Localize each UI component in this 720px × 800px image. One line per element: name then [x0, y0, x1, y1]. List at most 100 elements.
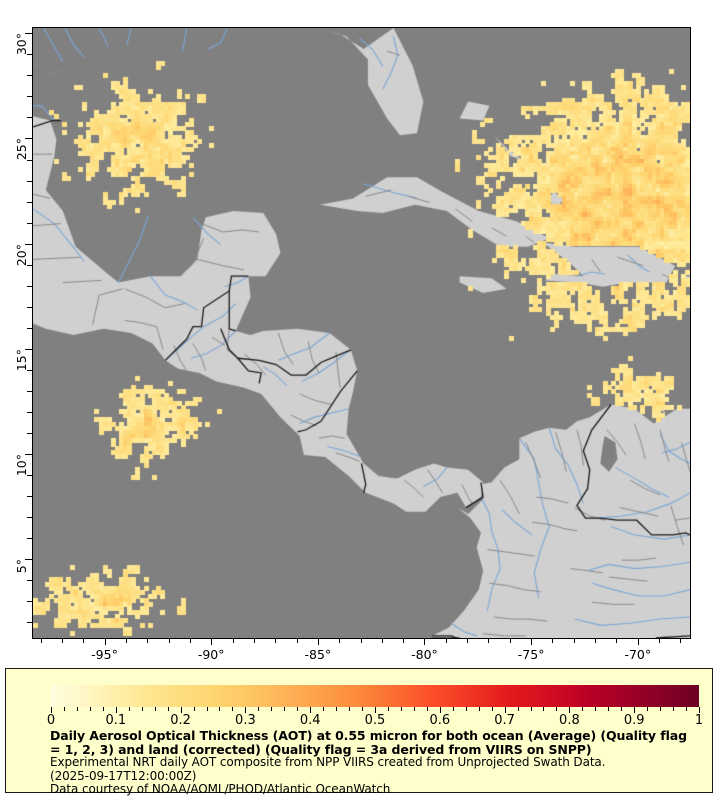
colorbar-tick [582, 707, 584, 711]
colorbar-label: 0.4 [299, 713, 321, 728]
colorbar-tick [621, 707, 623, 711]
colorbar-tick [673, 707, 675, 711]
y-axis-tick [27, 327, 32, 329]
y-axis-tick [25, 454, 32, 455]
map-plot-area[interactable] [32, 27, 691, 639]
y-axis-tick [25, 559, 32, 561]
colorbar-tick [491, 707, 493, 711]
colorbar-tick [245, 707, 247, 713]
colorbar-tick [362, 707, 364, 711]
y-axis-tick [27, 159, 32, 161]
y-axis-label: 5° [14, 559, 29, 574]
caption-subtitle-3: Data courtesy of NOAA/AOML/PHOD/Atlantic… [50, 782, 391, 796]
y-axis-tick [25, 33, 32, 35]
x-axis-tick [253, 638, 255, 643]
colorbar-tick [271, 707, 273, 711]
y-axis-tick [27, 117, 32, 119]
colorbar-label: 0.7 [494, 713, 515, 728]
y-axis-label: 25° [14, 138, 29, 161]
x-axis-tick [659, 638, 661, 643]
x-axis-tick [552, 638, 554, 643]
y-axis-tick [27, 432, 32, 434]
x-axis-tick [680, 638, 682, 643]
y-axis-tick [27, 517, 32, 519]
colorbar-tick [297, 707, 299, 711]
y-axis-tick [25, 348, 32, 350]
y-axis-tick [27, 180, 32, 182]
x-axis-tick [445, 638, 447, 643]
y-axis-tick [27, 622, 32, 624]
colorbar-tick [284, 707, 286, 711]
x-axis-tick [104, 638, 106, 645]
colorbar-tick [76, 707, 78, 711]
x-axis-tick [275, 638, 277, 643]
aot-heatmap-canvas[interactable] [33, 28, 690, 638]
x-axis-tick [403, 638, 405, 643]
colorbar-tick [89, 707, 91, 711]
colorbar-tick [660, 707, 662, 711]
colorbar-tick [478, 707, 480, 711]
colorbar-tick [310, 707, 312, 713]
x-axis-tick [339, 638, 341, 643]
y-axis-tick [27, 580, 32, 582]
colorbar-label: 1 [694, 713, 704, 728]
aot-colorbar [51, 685, 699, 707]
colorbar-tick [699, 707, 700, 713]
colorbar-label: 0.6 [429, 713, 451, 728]
y-axis-tick [27, 222, 32, 224]
colorbar-tick [167, 707, 169, 711]
y-axis-tick [27, 475, 32, 477]
colorbar-tick [128, 707, 130, 711]
x-axis-tick [360, 638, 362, 643]
x-axis-tick [637, 638, 639, 645]
y-axis-tick [27, 601, 32, 603]
colorbar-tick [595, 707, 597, 711]
figure-caption: Daily Aerosol Optical Thickness (AOT) at… [50, 729, 700, 797]
colorbar-tick [504, 707, 506, 713]
colorbar-tick [154, 707, 156, 711]
x-axis-tick [509, 638, 511, 643]
colorbar-tick [102, 707, 104, 711]
y-axis-tick [27, 201, 32, 203]
colorbar-tick [387, 707, 389, 711]
y-axis-tick [27, 54, 32, 56]
colorbar-tick [206, 707, 208, 711]
colorbar-tick [51, 707, 52, 713]
x-axis-label: -75° [517, 647, 545, 662]
x-axis-label: -85° [304, 647, 332, 662]
y-axis-tick [27, 306, 32, 308]
colorbar-tick [336, 707, 338, 711]
colorbar-tick [400, 707, 402, 711]
x-axis-tick [296, 638, 298, 643]
colorbar-label: 0.5 [364, 713, 386, 728]
colorbar-tick [556, 707, 558, 711]
y-axis-tick [27, 538, 32, 540]
x-axis-label: -95° [91, 647, 118, 662]
x-axis-tick [83, 638, 85, 643]
x-axis-label: -90° [197, 647, 225, 662]
colorbar-label: 0.2 [170, 713, 191, 728]
colorbar-tick [258, 707, 260, 711]
colorbar-tick [517, 707, 519, 711]
y-axis-label: 10° [14, 454, 29, 477]
colorbar-label: 0.8 [559, 713, 580, 728]
caption-subtitle-1: Experimental NRT daily AOT composite fro… [50, 755, 606, 769]
colorbar-tick [686, 707, 688, 711]
y-axis-label: 30° [14, 33, 29, 56]
x-axis-tick [168, 638, 170, 643]
colorbar-tick [219, 707, 221, 711]
x-axis-tick [616, 638, 618, 643]
colorbar-label: 0.3 [235, 713, 256, 728]
colorbar-tick [465, 707, 467, 711]
y-axis-tick [25, 243, 32, 245]
x-axis-label: -80° [411, 647, 438, 662]
y-axis-tick [27, 75, 32, 77]
colorbar-tick [323, 707, 325, 711]
colorbar-label: 0 [46, 713, 56, 728]
x-axis-tick [147, 638, 149, 643]
colorbar-tick [232, 707, 234, 711]
colorbar-tick [543, 707, 545, 711]
caption-subtitle-2: (2025-09-17T12:00:00Z) [50, 768, 197, 783]
legend-panel: 0 0.1 0.2 0.3 0.4 0.5 0.6 0.7 0.8 0.9 1 Daily Aero… [5, 668, 713, 796]
